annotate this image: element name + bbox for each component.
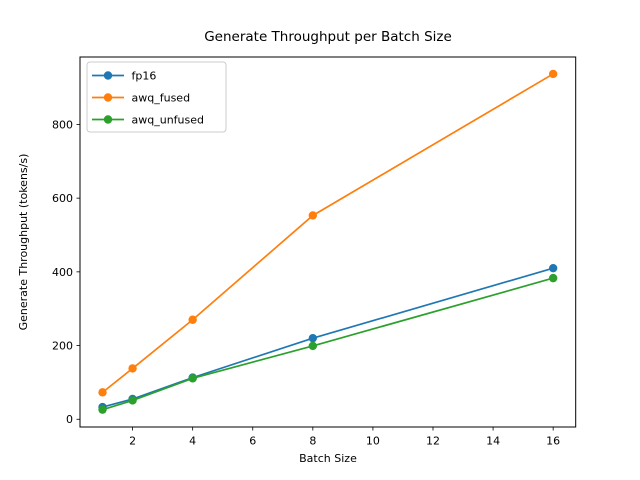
y-tick-label: 600 [52, 192, 73, 205]
data-point-awq_unfused-x2 [128, 396, 137, 405]
legend-label-fp16: fp16 [132, 69, 157, 82]
series-line-awq_unfused [101, 277, 555, 411]
data-point-awq_fused-x16 [548, 69, 558, 79]
data-point-awq_fused-x4 [188, 315, 197, 324]
x-axis-label: Batch Size [299, 452, 357, 465]
legend-label-awq_unfused: awq_unfused [132, 113, 205, 126]
x-tick-label: 10 [366, 435, 380, 448]
y-tick-label: 200 [52, 339, 73, 352]
legend-marker-awq_unfused [103, 115, 113, 124]
data-point-awq_fused-x2 [128, 364, 137, 373]
data-point-awq_unfused-x4 [188, 374, 197, 383]
legend-label-awq_fused: awq_fused [132, 91, 191, 104]
data-point-awq_unfused-x1 [98, 405, 107, 414]
x-tick-label: 16 [546, 435, 560, 448]
data-point-awq_unfused-x16 [548, 273, 558, 283]
x-tick-label: 14 [486, 435, 500, 448]
data-point-awq_unfused-x8 [308, 341, 318, 351]
legend-marker-fp16 [103, 71, 113, 80]
legend-box [86, 61, 227, 133]
x-tick-label: 2 [129, 435, 136, 448]
data-point-fp16-x8 [308, 333, 318, 343]
data-point-awq_fused-x8 [308, 211, 318, 220]
x-tick-label: 12 [426, 435, 440, 448]
data-point-fp16-x16 [548, 263, 558, 273]
x-tick-label: 8 [309, 435, 316, 448]
x-tick-label: 6 [249, 435, 256, 448]
y-tick-label: 0 [66, 413, 73, 426]
legend-marker-awq_fused [103, 93, 113, 102]
y-tick-label: 400 [52, 266, 73, 279]
plot-border [79, 56, 577, 428]
x-tick-label: 4 [189, 435, 196, 448]
y-tick-label: 800 [52, 118, 73, 131]
data-point-awq_fused-x1 [98, 388, 107, 397]
chart-title: Generate Throughput per Batch Size [204, 29, 452, 45]
